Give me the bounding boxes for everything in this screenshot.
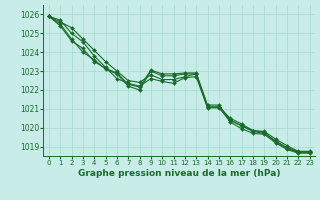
- X-axis label: Graphe pression niveau de la mer (hPa): Graphe pression niveau de la mer (hPa): [78, 169, 280, 178]
